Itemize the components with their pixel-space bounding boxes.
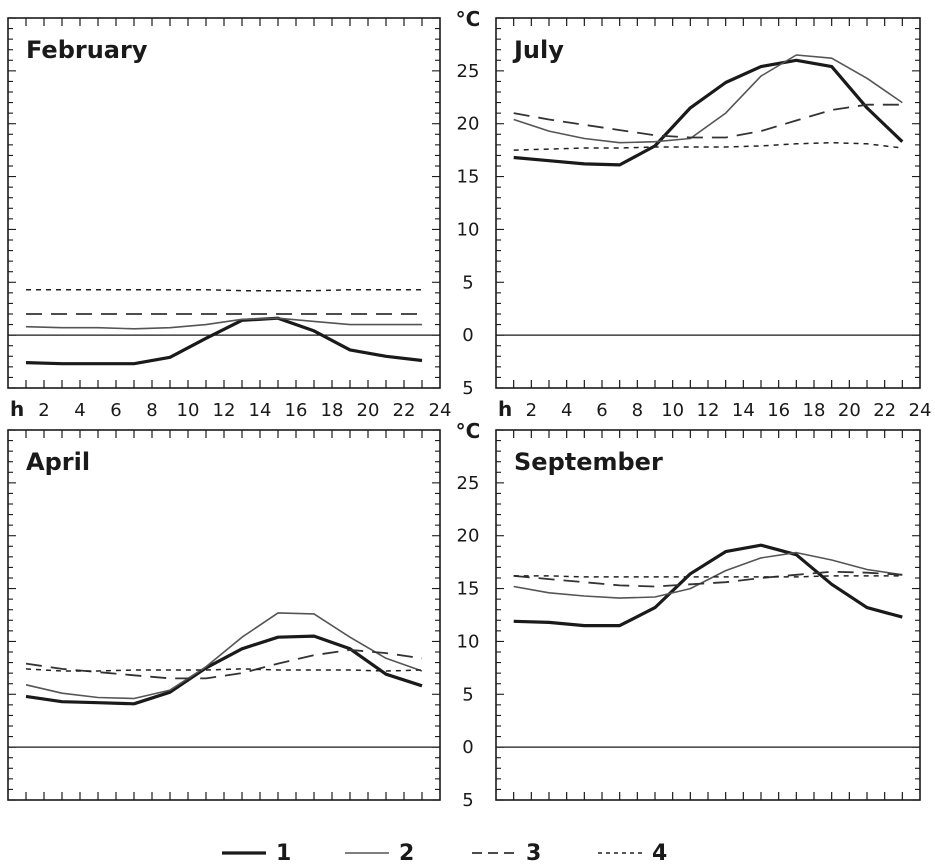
y-tick-label: 10 — [457, 219, 480, 240]
series-4-line — [26, 288, 422, 292]
y-axis-unit-label: °C — [456, 419, 481, 443]
series-4-line — [513, 575, 903, 578]
legend-label-4: 4 — [652, 841, 667, 865]
y-tick-label: 0 — [462, 325, 473, 346]
x-tick-label: 18 — [803, 400, 826, 421]
series-2-line — [513, 54, 903, 144]
x-tick-label: 16 — [285, 400, 308, 421]
panel-september: September — [495, 429, 921, 801]
series-1-line — [25, 634, 423, 706]
x-tick-label: 20 — [357, 400, 380, 421]
x-tick-label: 8 — [632, 400, 643, 421]
panel-title: July — [512, 36, 564, 64]
panel-april: April — [7, 429, 441, 801]
x-tick-label: 18 — [321, 400, 344, 421]
x-tick-label: 12 — [213, 400, 236, 421]
series-1-line — [25, 316, 423, 366]
shared-y-axis: °C 25 20 15 10 5 0 5 °C 25 20 15 10 5 0 5 — [456, 7, 481, 811]
panel-title: February — [26, 36, 148, 64]
x-axis-unit-label: h — [498, 397, 512, 421]
x-tick-label: 2 — [526, 400, 537, 421]
y-tick-label: 25 — [457, 473, 480, 494]
x-tick-label: 12 — [697, 400, 720, 421]
y-tick-label: 5 — [462, 684, 473, 705]
panel-frame — [7, 17, 441, 389]
x-tick-label: 10 — [177, 400, 200, 421]
y-tick-label: 5 — [462, 378, 473, 399]
series-1-line — [513, 543, 903, 628]
x-tick-label: 4 — [561, 400, 572, 421]
y-tick-label: 10 — [457, 631, 480, 652]
series-2-line — [513, 551, 903, 599]
x-tick-label: 16 — [767, 400, 790, 421]
series-3-line — [25, 649, 423, 680]
x-tick-label: 4 — [74, 400, 85, 421]
series-3-line — [513, 570, 903, 588]
panel-title: April — [26, 448, 90, 476]
legend-label-3: 3 — [526, 841, 541, 865]
legend-label-2: 2 — [399, 841, 414, 865]
y-tick-label: 5 — [462, 272, 473, 293]
y-tick-label: 15 — [457, 167, 480, 188]
x-tick-label: 10 — [661, 400, 684, 421]
x-tick-label: 6 — [596, 400, 607, 421]
panel-title: September — [514, 448, 663, 476]
panel-frame — [495, 17, 921, 389]
x-tick-label: 14 — [249, 400, 272, 421]
x-tick-label: 22 — [873, 400, 896, 421]
x-tick-label: 22 — [393, 400, 416, 421]
x-tick-label: 8 — [146, 400, 157, 421]
y-tick-label: 20 — [457, 114, 480, 135]
y-axis-unit-label: °C — [456, 7, 481, 31]
series-4-line — [513, 141, 903, 151]
panel-frame — [495, 429, 921, 801]
series-3-line — [513, 103, 903, 139]
legend: 1 2 3 4 — [222, 841, 667, 865]
y-tick-label: 0 — [462, 737, 473, 758]
x-axis-unit-label: h — [10, 397, 24, 421]
series-1-line — [513, 58, 904, 167]
y-tick-label: 15 — [457, 579, 480, 600]
series-2-line — [25, 317, 422, 330]
y-tick-label: 25 — [457, 61, 480, 82]
y-tick-label: 5 — [462, 790, 473, 811]
series-4-line — [25, 668, 423, 672]
x-tick-label: 14 — [732, 400, 755, 421]
x-tick-label: 20 — [838, 400, 861, 421]
legend-label-1: 1 — [276, 841, 291, 865]
x-tick-label: 24 — [429, 400, 452, 421]
series-2-line — [25, 612, 423, 700]
x-tick-label: 6 — [110, 400, 121, 421]
x-tick-label: 24 — [909, 400, 932, 421]
y-tick-label: 20 — [457, 526, 480, 547]
panel-frame — [7, 429, 441, 801]
x-tick-label: 2 — [38, 400, 49, 421]
